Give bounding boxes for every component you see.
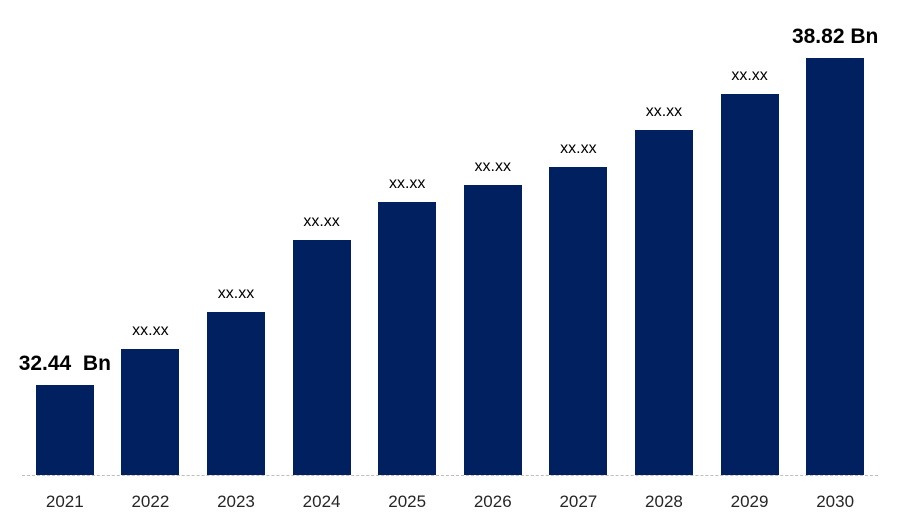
bar-2029 bbox=[720, 94, 779, 475]
bars-container: 32.44 Bn xx.xx xx.xx xx.xx xx.xx xx.xx xx.xx xx… bbox=[18, 0, 878, 475]
x-tick-2023: 2023 bbox=[217, 492, 255, 511]
value-label-2030: 38.82 Bn bbox=[791, 24, 879, 48]
bar-2022 bbox=[121, 349, 180, 475]
x-axis: 2021 2022 2023 2024 2025 2026 2027 2028 2029 2030 bbox=[22, 492, 878, 512]
x-tick-2025: 2025 bbox=[388, 492, 427, 511]
bar-column-2024: xx.xx bbox=[279, 213, 365, 475]
bar-column-2025: xx.xx bbox=[364, 175, 450, 475]
value-label-2023: xx.xx bbox=[217, 285, 255, 303]
bar-2030 bbox=[806, 58, 865, 475]
x-tick-2027: 2027 bbox=[559, 492, 598, 511]
value-label-2028: xx.xx bbox=[645, 103, 683, 121]
bar-column-2028: xx.xx bbox=[621, 103, 707, 475]
x-tick-2030: 2030 bbox=[816, 492, 855, 511]
bar-column-2029: xx.xx bbox=[707, 67, 793, 475]
bar-2027 bbox=[549, 167, 608, 475]
value-label-2022: xx.xx bbox=[132, 322, 169, 340]
bar-column-2023: xx.xx bbox=[193, 285, 279, 475]
bar-2021 bbox=[35, 385, 94, 475]
value-label-2021: 32.44 Bn bbox=[18, 351, 111, 375]
value-label-2029: xx.xx bbox=[731, 67, 768, 85]
x-tick-2026: 2026 bbox=[473, 492, 512, 511]
value-label-2027: xx.xx bbox=[560, 140, 597, 158]
plot-area: 32.44 Bn xx.xx xx.xx xx.xx xx.xx xx.xx xx.xx xx… bbox=[18, 0, 878, 476]
bar-column-2026: xx.xx bbox=[450, 158, 536, 475]
bar-2028 bbox=[634, 130, 693, 475]
x-tick-2029: 2029 bbox=[730, 492, 769, 511]
bar-2025 bbox=[378, 202, 437, 475]
bar-column-2022: xx.xx bbox=[108, 322, 194, 475]
x-tick-2022: 2022 bbox=[131, 492, 170, 511]
bar-column-2021: 32.44 Bn bbox=[18, 351, 111, 475]
value-label-2025: xx.xx bbox=[388, 175, 426, 193]
x-tick-2021: 2021 bbox=[45, 492, 84, 511]
bar-2023 bbox=[206, 312, 265, 475]
x-tick-2024: 2024 bbox=[302, 492, 341, 511]
bar-2024 bbox=[292, 240, 351, 475]
value-label-2026: xx.xx bbox=[474, 158, 511, 176]
bar-2026 bbox=[463, 185, 522, 475]
bar-column-2030: 38.82 Bn bbox=[792, 25, 878, 475]
x-tick-2028: 2028 bbox=[645, 492, 683, 511]
bar-column-2027: xx.xx bbox=[536, 140, 622, 475]
value-label-2024: xx.xx bbox=[303, 213, 340, 231]
